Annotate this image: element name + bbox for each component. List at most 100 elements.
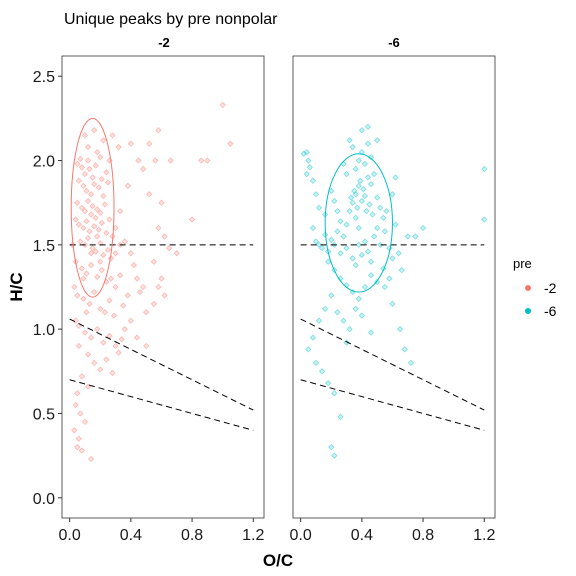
data-point: [343, 221, 350, 228]
data-point: [97, 258, 104, 265]
data-point: [305, 346, 312, 353]
data-point: [86, 300, 93, 308]
data-point: [143, 342, 150, 350]
data-point: [363, 207, 370, 215]
data-point: [87, 191, 95, 198]
data-point: [355, 224, 362, 232]
data-point: [367, 329, 375, 336]
data-point: [120, 302, 127, 309]
data-point: [328, 236, 335, 243]
legend-label-minus-2: -2: [544, 280, 557, 296]
data-point: [150, 258, 157, 265]
data-point: [407, 359, 414, 367]
reference-line-3: [300, 379, 485, 431]
data-point: [334, 228, 341, 235]
data-point: [309, 177, 317, 184]
data-point: [315, 204, 323, 211]
data-point: [315, 241, 323, 249]
chart-title: Unique peaks by pre nonpolar: [64, 11, 278, 28]
data-point: [90, 288, 98, 296]
data-point: [381, 228, 388, 235]
data-point: [374, 194, 381, 201]
data-point: [115, 143, 122, 151]
data-point: [80, 275, 87, 282]
data-point: [78, 373, 86, 380]
x-tick-label: 0.4: [351, 527, 373, 544]
data-point: [74, 199, 81, 206]
data-point: [86, 228, 93, 235]
data-point: [90, 180, 98, 188]
data-point: [100, 137, 107, 144]
data-point: [124, 292, 131, 299]
data-point: [94, 273, 101, 281]
data-point: [97, 209, 104, 216]
data-point: [74, 292, 81, 299]
data-point: [87, 211, 95, 218]
data-point: [83, 218, 90, 225]
reference-line-3: [69, 379, 254, 431]
data-point: [158, 199, 165, 206]
data-point: [71, 427, 78, 434]
data-point: [86, 165, 93, 173]
reference-lines-panel-1: [69, 244, 254, 431]
data-point: [146, 191, 153, 198]
data-point: [306, 164, 313, 171]
data-point: [354, 204, 361, 211]
data-point: [112, 283, 119, 291]
data-point: [72, 317, 79, 324]
data-point: [321, 305, 329, 313]
confidence-ellipse: [324, 153, 393, 293]
data-point: [158, 275, 165, 282]
data-point: [358, 312, 366, 319]
data-point: [343, 339, 350, 346]
data-point: [75, 177, 82, 184]
data-point: [89, 245, 96, 252]
data-point: [95, 184, 102, 191]
data-point: [87, 250, 95, 257]
data-point: [107, 275, 115, 282]
data-point: [74, 390, 81, 397]
data-point: [152, 157, 159, 164]
data-point: [318, 368, 326, 375]
data-point: [95, 226, 102, 233]
data-point: [97, 366, 104, 373]
data-point: [155, 283, 162, 291]
data-point: [374, 137, 381, 144]
data-point: [318, 245, 326, 252]
panel-pre-minus-6: -6: [292, 35, 496, 519]
data-point: [331, 197, 338, 205]
data-point: [90, 127, 98, 134]
data-point: [89, 174, 96, 181]
data-point: [340, 233, 347, 240]
reference-lines-panel-2: [300, 244, 485, 431]
data-point: [358, 127, 366, 134]
data-point: [161, 292, 168, 299]
y-tick-label: 2.5: [33, 69, 55, 86]
data-point: [104, 246, 112, 254]
data-point: [389, 191, 396, 198]
data-point: [395, 250, 402, 257]
data-point: [130, 261, 138, 269]
data-point: [364, 140, 372, 147]
data-point: [309, 224, 317, 232]
data-point: [346, 207, 353, 215]
data-point: [312, 191, 320, 198]
data-point: [398, 266, 405, 274]
data-point: [386, 275, 393, 282]
data-point: [75, 342, 82, 350]
data-point: [109, 132, 116, 139]
data-point: [94, 325, 101, 333]
data-point: [377, 204, 384, 211]
data-point: [367, 272, 375, 279]
data-point: [80, 224, 87, 232]
data-point: [401, 346, 408, 353]
data-point: [77, 155, 84, 163]
data-point: [121, 325, 128, 333]
data-point: [392, 221, 399, 228]
data-point: [98, 266, 105, 274]
data-point: [78, 265, 86, 272]
data-point: [331, 452, 338, 459]
data-point: [361, 160, 369, 168]
data-point: [92, 214, 99, 222]
data-point: [352, 191, 359, 198]
